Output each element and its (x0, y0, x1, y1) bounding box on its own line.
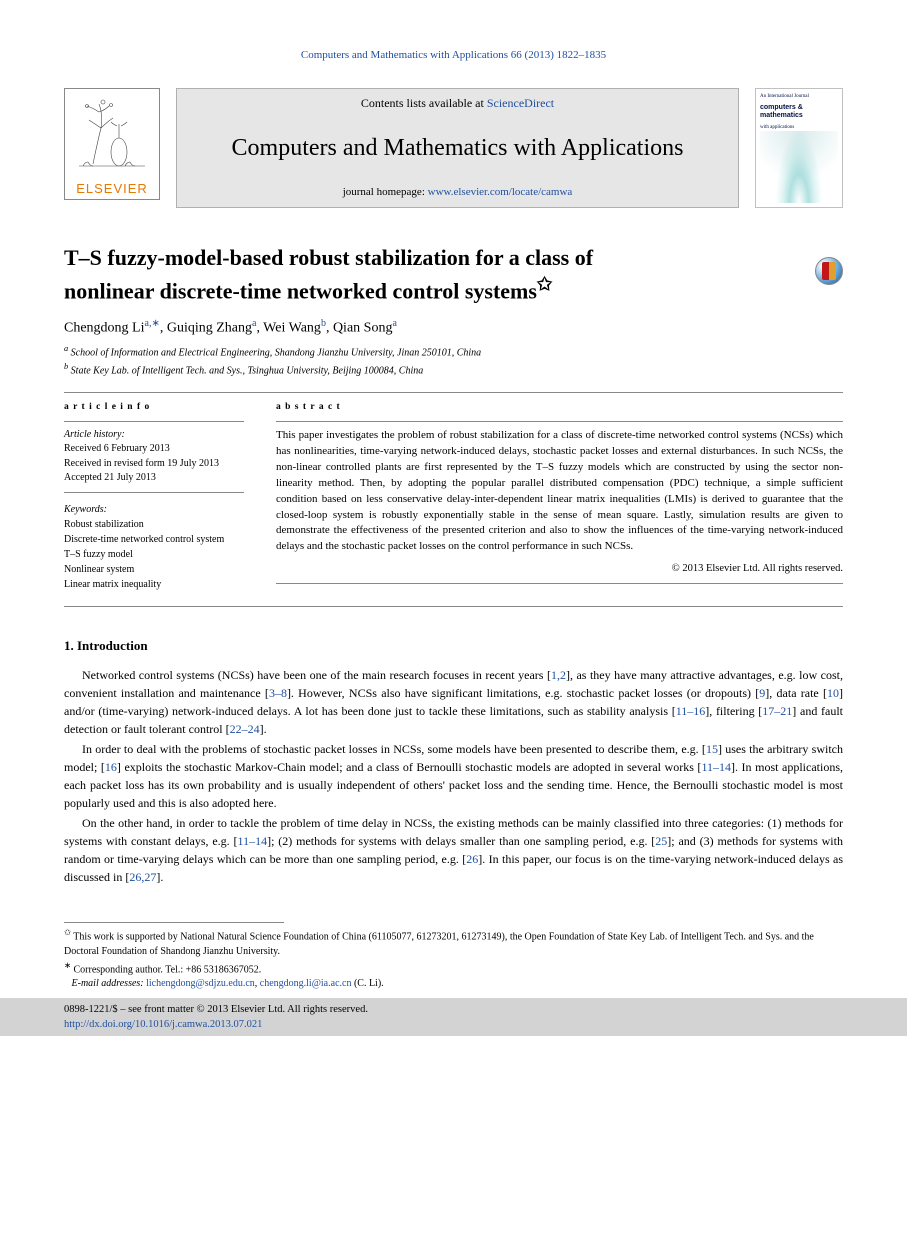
text: ]. However, NCSs also have significant l… (287, 686, 759, 700)
divider (64, 606, 843, 607)
history-accepted: Accepted 21 July 2013 (64, 471, 244, 486)
intro-body: Networked control systems (NCSs) have be… (64, 666, 843, 886)
cover-smallprint: An International Journal (760, 93, 838, 100)
keyword: T–S fuzzy model (64, 547, 244, 562)
title-footnote-symbol: ✩ (537, 274, 552, 294)
text: ]; (2) methods for systems with delays s… (267, 834, 655, 848)
section-number: 1. (64, 638, 74, 653)
running-header: Computers and Mathematics with Applicati… (64, 48, 843, 64)
text: In order to deal with the problems of st… (82, 742, 706, 756)
divider (64, 421, 244, 422)
elsevier-logo[interactable]: ELSEVIER (64, 88, 160, 200)
citation-link[interactable]: 11–14 (701, 760, 731, 774)
divider (276, 421, 843, 422)
keyword: Discrete-time networked control system (64, 532, 244, 547)
cover-subtitle: with applications (760, 124, 838, 131)
funding-text: This work is supported by National Natur… (64, 932, 814, 958)
citation-link[interactable]: 26,27 (129, 870, 156, 884)
history-received: Received 6 February 2013 (64, 442, 244, 457)
cover-art (760, 131, 838, 203)
text: (C. Li). (351, 978, 383, 989)
text: ]. (260, 722, 267, 736)
doi-footer: 0898-1221/$ – see front matter © 2013 El… (0, 998, 907, 1036)
affiliations: a School of Information and Electrical E… (64, 343, 843, 378)
corr-text: Corresponding author. Tel.: +86 53186367… (71, 964, 261, 975)
sciencedirect-link[interactable]: ScienceDirect (487, 96, 554, 110)
footnotes: ✩ This work is supported by National Nat… (64, 927, 843, 992)
divider (64, 492, 244, 493)
bookmark-icon (822, 262, 836, 280)
email-link[interactable]: chengdong.li@ia.ac.cn (260, 978, 352, 989)
doi-link[interactable]: http://dx.doi.org/10.1016/j.camwa.2013.0… (64, 1019, 262, 1030)
author-1-affil[interactable]: a,∗ (145, 318, 160, 329)
history-revised: Received in revised form 19 July 2013 (64, 457, 244, 472)
keyword: Robust stabilization (64, 517, 244, 532)
contents-prefix: Contents lists available at (361, 96, 487, 110)
article-info: a r t i c l e i n f o Article history: R… (64, 401, 244, 592)
section-title-text: Introduction (77, 638, 148, 653)
citation-link[interactable]: 16 (105, 760, 117, 774)
citation-link[interactable]: 15 (706, 742, 718, 756)
abstract-heading: a b s t r a c t (276, 401, 843, 415)
elsevier-wordmark: ELSEVIER (76, 180, 148, 199)
history-label: Article history: (64, 429, 125, 440)
text: ]. (156, 870, 163, 884)
corresponding-footnote: ∗ Corresponding author. Tel.: +86 531863… (64, 960, 843, 978)
citation-link[interactable]: 11–14 (238, 834, 268, 848)
text: ] exploits the stochastic Markov-Chain m… (117, 760, 702, 774)
issn-line: 0898-1221/$ – see front matter © 2013 El… (64, 1002, 843, 1017)
affiliation-b-text: State Key Lab. of Intelligent Tech. and … (71, 365, 424, 376)
corr-symbol: ∗ (64, 961, 71, 970)
cover-title: computers & mathematics (760, 104, 838, 119)
homepage-line: journal homepage: www.elsevier.com/locat… (189, 185, 726, 201)
funding-symbol: ✩ (64, 928, 71, 937)
elsevier-tree-icon (72, 93, 152, 171)
citation-link[interactable]: 17–21 (762, 704, 792, 718)
divider (276, 583, 843, 584)
keyword: Linear matrix inequality (64, 577, 244, 592)
abstract: a b s t r a c t This paper investigates … (276, 401, 843, 592)
abstract-copyright: © 2013 Elsevier Ltd. All rights reserved… (276, 561, 843, 576)
abstract-text: This paper investigates the problem of r… (276, 428, 843, 556)
text: Networked control systems (NCSs) have be… (82, 668, 551, 682)
author-2: , Guiqing Zhang (160, 321, 252, 336)
paper-title: T–S fuzzy-model-based robust stabilizati… (64, 244, 843, 306)
homepage-link[interactable]: www.elsevier.com/locate/camwa (428, 186, 573, 198)
email-link[interactable]: lichengdong@sdjzu.edu.cn (146, 978, 255, 989)
contents-line: Contents lists available at ScienceDirec… (189, 95, 726, 112)
email-footnote: E-mail addresses: lichengdong@sdjzu.edu.… (64, 977, 843, 992)
author-4-affil[interactable]: a (392, 318, 396, 329)
article-info-heading: a r t i c l e i n f o (64, 401, 244, 415)
journal-banner: ELSEVIER Contents lists available at Sci… (64, 88, 843, 208)
section-heading: 1. Introduction (64, 637, 843, 656)
author-3: , Wei Wang (256, 321, 321, 336)
citation-link[interactable]: 25 (655, 834, 667, 848)
banner-center: Contents lists available at ScienceDirec… (176, 88, 739, 208)
divider (64, 392, 843, 393)
citation-link[interactable]: 22–24 (230, 722, 260, 736)
homepage-prefix: journal homepage: (343, 186, 428, 198)
journal-cover-thumbnail[interactable]: An International Journal computers & mat… (755, 88, 843, 208)
keyword: Nonlinear system (64, 562, 244, 577)
journal-title: Computers and Mathematics with Applicati… (189, 131, 726, 166)
citation-link[interactable]: 26 (466, 852, 478, 866)
title-line-2: nonlinear discrete-time networked contro… (64, 278, 537, 303)
title-line-1: T–S fuzzy-model-based robust stabilizati… (64, 245, 593, 270)
author-4: , Qian Song (326, 321, 393, 336)
email-label: E-mail addresses: (72, 978, 147, 989)
citation-link[interactable]: 1,2 (551, 668, 566, 682)
citation-link[interactable]: 3–8 (269, 686, 287, 700)
affiliation-a: a School of Information and Electrical E… (64, 343, 843, 360)
text: ], filtering [ (705, 704, 762, 718)
citation-link[interactable]: 10 (827, 686, 839, 700)
author-1: Chengdong Li (64, 321, 145, 336)
funding-footnote: ✩ This work is supported by National Nat… (64, 927, 843, 959)
text: ], data rate [ (765, 686, 827, 700)
keywords-label: Keywords: (64, 504, 107, 515)
citation-link[interactable]: 11–16 (676, 704, 706, 718)
affiliation-a-text: School of Information and Electrical Eng… (71, 348, 482, 359)
affiliation-b: b State Key Lab. of Intelligent Tech. an… (64, 361, 843, 378)
author-list: Chengdong Lia,∗, Guiqing Zhang a , Wei Wan… (64, 317, 843, 339)
